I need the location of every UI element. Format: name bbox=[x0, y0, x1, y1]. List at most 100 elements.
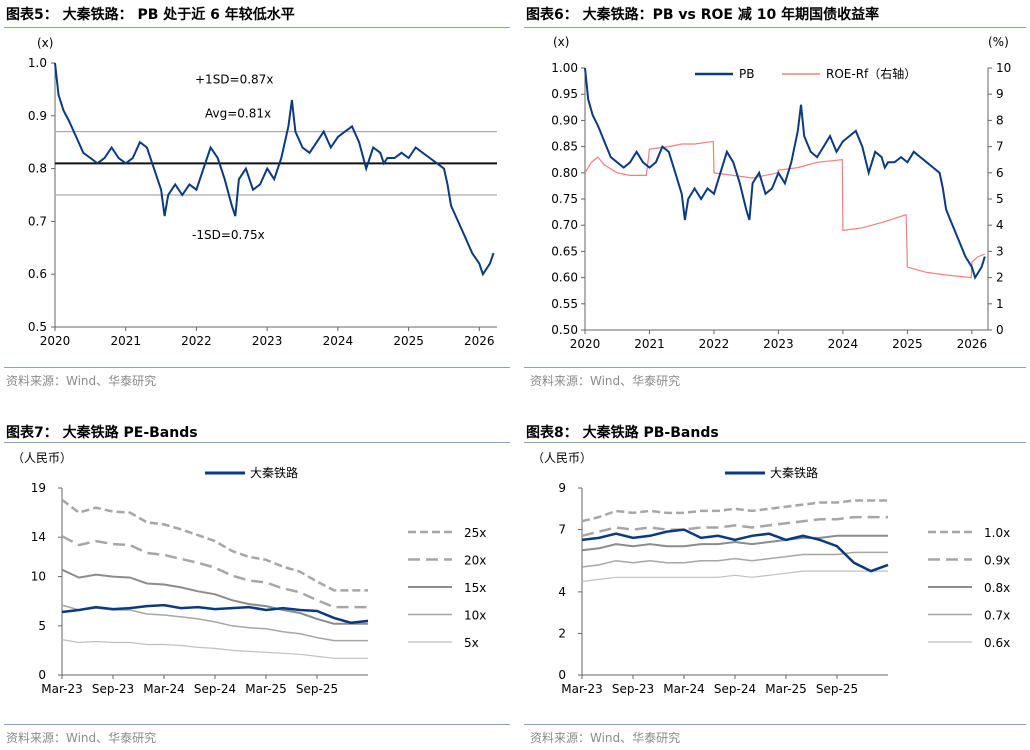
x-tick-label: 2026 bbox=[957, 337, 988, 351]
title-rule bbox=[4, 442, 510, 443]
y-tick-label: 0.7 bbox=[28, 214, 47, 228]
x-tick-label: 2025 bbox=[393, 334, 424, 348]
source-note: 资料来源：Wind、华泰研究 bbox=[6, 374, 157, 388]
y-tick-label: 0 bbox=[558, 668, 566, 682]
y-tick-label-right: 5 bbox=[996, 192, 1004, 206]
legend-label-band: 25x bbox=[464, 526, 486, 540]
y-tick-label: 2 bbox=[558, 626, 566, 640]
x-tick-label: Mar-25 bbox=[245, 682, 286, 696]
y-tick-label-left: 0.80 bbox=[551, 166, 578, 180]
panel-pe-bands: 图表7： 大秦铁路 PE-Bands （人民币） 0 5 10 14 19 Mar-23 Se… bbox=[0, 418, 515, 750]
title-rule bbox=[524, 27, 1026, 28]
y-unit-label-right: (%) bbox=[988, 35, 1009, 49]
y-tick-label-left: 0.90 bbox=[551, 113, 578, 127]
y-unit-label: （人民币） bbox=[12, 451, 72, 465]
y-tick-label-right: 10 bbox=[996, 61, 1011, 75]
x-tick-label: 2026 bbox=[464, 334, 495, 348]
legend-label-band: 10x bbox=[464, 609, 486, 623]
band-line-1 bbox=[581, 515, 888, 538]
legend-label-band: 15x bbox=[464, 581, 486, 595]
band-line-1 bbox=[61, 535, 368, 609]
chart-pe-bands: （人民币） 0 5 10 14 19 Mar-23 Sep-23 Mar-24 Sep-24 Mar… bbox=[12, 451, 486, 696]
panel-title: 图表5： 大秦铁路： PB 处于近 6 年较低水平 bbox=[6, 7, 295, 23]
x-tick-label: Mar-23 bbox=[561, 682, 602, 696]
source-note: 资料来源：Wind、华泰研究 bbox=[530, 731, 681, 745]
y-unit-label-left: (x) bbox=[553, 35, 569, 49]
y-tick-label: 0.9 bbox=[28, 109, 47, 123]
y-tick-label: 0.6 bbox=[28, 267, 47, 281]
x-tick-label: Mar-23 bbox=[41, 682, 82, 696]
panel-pb-bands: 图表8： 大秦铁路 PB-Bands （人民币） 0 2 4 7 9 Mar-23 Sep-2… bbox=[520, 418, 1030, 750]
chart-pb-history: (x) 0.5 0.6 0.7 0.8 0.9 1.0 2020 2021 2022 2023 202… bbox=[28, 36, 497, 348]
chart-pb-bands: （人民币） 0 2 4 7 9 Mar-23 Sep-23 Mar-24 Sep-24 Mar-25… bbox=[532, 451, 1010, 696]
band-line-3 bbox=[581, 551, 888, 568]
y-tick-label: 0.5 bbox=[28, 320, 47, 334]
panel-title: 图表8： 大秦铁路 PB-Bands bbox=[526, 425, 719, 441]
y-unit-label: (x) bbox=[37, 36, 53, 50]
band-line-2 bbox=[61, 568, 368, 625]
y-tick-label-left: 0.55 bbox=[551, 297, 578, 311]
x-tick-label: Mar-24 bbox=[143, 682, 184, 696]
x-tick-label: 2023 bbox=[252, 334, 283, 348]
legend-label-band: 0.6x bbox=[984, 636, 1010, 650]
legend-label-band: 0.7x bbox=[984, 609, 1010, 623]
legend-label-pb: PB bbox=[739, 67, 754, 81]
source-rule bbox=[4, 724, 510, 725]
y-tick-label-right: 7 bbox=[996, 140, 1004, 154]
x-tick-label: 2022 bbox=[181, 334, 212, 348]
y-tick-label-right: 9 bbox=[996, 87, 1004, 101]
price-series-line bbox=[61, 603, 369, 625]
x-tick-label: Sep-24 bbox=[714, 682, 756, 696]
x-tick-label: 2022 bbox=[699, 337, 730, 351]
y-tick-label: 4 bbox=[558, 585, 566, 599]
y-unit-label: （人民币） bbox=[532, 451, 592, 465]
x-tick-label: Sep-25 bbox=[296, 682, 338, 696]
y-tick-label-right: 8 bbox=[996, 113, 1004, 127]
legend-label-price: 大秦铁路 bbox=[250, 465, 298, 480]
legend-label-band: 1.0x bbox=[984, 526, 1010, 540]
legend-label-band: 0.9x bbox=[984, 554, 1010, 568]
y-tick-label: 0.8 bbox=[28, 162, 47, 176]
title-rule bbox=[524, 442, 1026, 443]
x-tick-label: 2020 bbox=[40, 334, 71, 348]
y-tick-label: 10 bbox=[31, 570, 46, 584]
band-line-0 bbox=[581, 499, 888, 523]
y-tick-label-left: 0.65 bbox=[551, 244, 578, 258]
y-tick-label: 9 bbox=[558, 481, 566, 495]
price-series-line bbox=[581, 528, 889, 573]
y-tick-label-left: 0.75 bbox=[551, 192, 578, 206]
y-tick-label-right: 3 bbox=[996, 244, 1004, 258]
y-tick-label-left: 0.85 bbox=[551, 140, 578, 154]
y-tick-label-right: 4 bbox=[996, 218, 1004, 232]
x-tick-label: 2020 bbox=[570, 337, 601, 351]
band-line-4 bbox=[61, 639, 368, 659]
pb-series-line bbox=[584, 67, 986, 281]
y-tick-label-right: 6 bbox=[996, 166, 1004, 180]
y-tick-label: 14 bbox=[31, 530, 46, 544]
legend-label-roe: ROE-Rf（右轴） bbox=[826, 66, 916, 81]
ref-line-label: -1SD=0.75x bbox=[192, 228, 265, 242]
ref-line-label: +1SD=0.87x bbox=[195, 73, 273, 87]
y-tick-label: 0 bbox=[38, 668, 46, 682]
x-tick-label: Mar-24 bbox=[663, 682, 704, 696]
panel-pb-vs-roe: 图表6： 大秦铁路：PB vs ROE 减 10 年期国债收益率 (x) (%) 0… bbox=[520, 0, 1030, 388]
legend-label-band: 5x bbox=[464, 636, 479, 650]
y-tick-label-left: 0.70 bbox=[551, 218, 578, 232]
x-tick-label: Mar-25 bbox=[765, 682, 806, 696]
x-tick-label: 2023 bbox=[763, 337, 794, 351]
y-tick-label-right: 1 bbox=[996, 297, 1004, 311]
x-tick-label: 2021 bbox=[634, 337, 665, 351]
source-note: 资料来源：Wind、华泰研究 bbox=[6, 731, 157, 745]
x-tick-label: 2024 bbox=[828, 337, 859, 351]
legend-label-band: 0.8x bbox=[984, 581, 1010, 595]
source-note: 资料来源：Wind、华泰研究 bbox=[530, 374, 681, 388]
y-tick-label-right: 0 bbox=[996, 323, 1004, 337]
x-tick-label: 2025 bbox=[892, 337, 923, 351]
band-line-4 bbox=[581, 570, 888, 583]
ref-line-label: Avg=0.81x bbox=[205, 106, 271, 120]
y-tick-label-left: 0.50 bbox=[551, 323, 578, 337]
source-rule bbox=[4, 367, 510, 368]
source-rule bbox=[524, 367, 1026, 368]
x-tick-label: Sep-23 bbox=[612, 682, 654, 696]
legend-label-price: 大秦铁路 bbox=[770, 465, 818, 480]
